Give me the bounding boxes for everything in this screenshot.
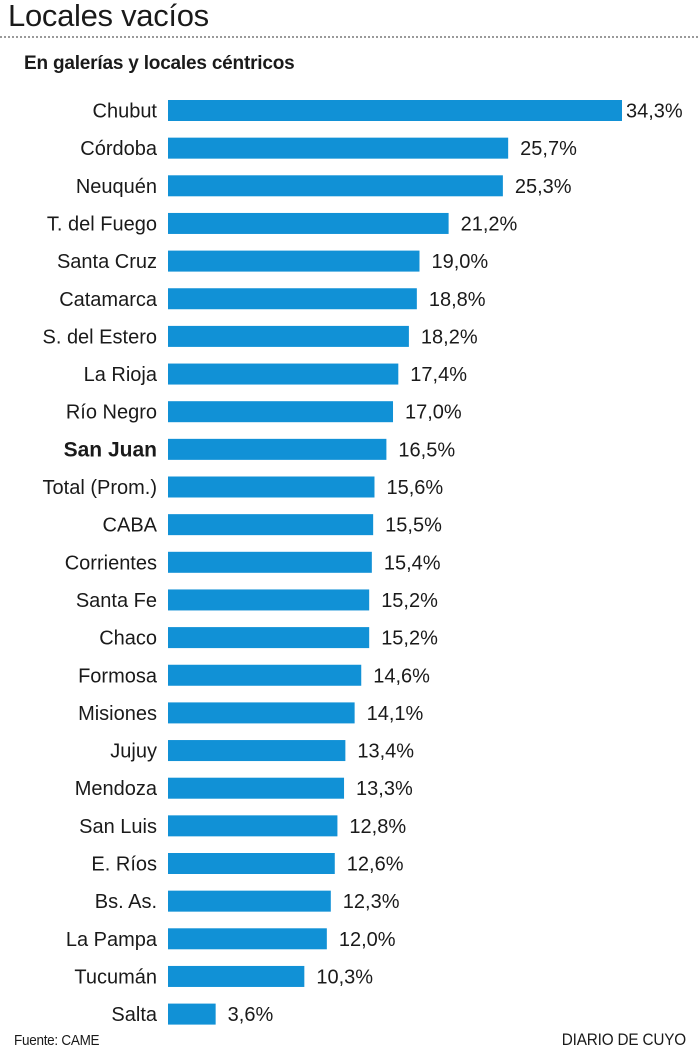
value-label: 17,4% bbox=[410, 364, 467, 386]
category-label: La Pampa bbox=[66, 929, 158, 951]
category-label: CABA bbox=[103, 515, 158, 537]
bar bbox=[168, 702, 355, 724]
category-label: Santa Cruz bbox=[57, 251, 157, 273]
value-label: 16,5% bbox=[398, 439, 455, 461]
value-label: 12,0% bbox=[339, 929, 396, 951]
publisher-brand: DIARIO DE CUYO bbox=[561, 1030, 686, 1049]
bar bbox=[168, 664, 362, 686]
value-label: 13,4% bbox=[357, 741, 414, 763]
value-label: 25,7% bbox=[520, 138, 577, 160]
value-label: 10,3% bbox=[316, 966, 373, 988]
category-label: E. Ríos bbox=[91, 854, 157, 876]
category-label: T. del Fuego bbox=[47, 213, 157, 235]
bar bbox=[168, 325, 409, 347]
value-label: 19,0% bbox=[431, 251, 488, 273]
bar bbox=[168, 476, 375, 498]
title-divider bbox=[0, 36, 698, 38]
category-label: Bs. As. bbox=[95, 891, 157, 913]
source-credit: Fuente: CAME bbox=[14, 1032, 100, 1049]
value-label: 18,8% bbox=[429, 289, 486, 311]
category-label: Jujuy bbox=[110, 741, 157, 763]
value-label: 3,6% bbox=[228, 1004, 274, 1026]
bar bbox=[168, 100, 622, 121]
category-label: Mendoza bbox=[75, 778, 158, 800]
category-label: S. del Estero bbox=[42, 326, 157, 348]
bar bbox=[168, 627, 370, 649]
category-label: Santa Fe bbox=[76, 590, 157, 612]
value-label: 12,3% bbox=[343, 891, 400, 913]
bar bbox=[168, 401, 394, 423]
value-label: 12,8% bbox=[349, 816, 406, 838]
bar bbox=[168, 288, 417, 310]
value-label: 15,5% bbox=[385, 515, 442, 537]
category-label: Misiones bbox=[78, 703, 157, 725]
category-label: Tucumán bbox=[74, 966, 157, 988]
bar bbox=[168, 589, 370, 611]
category-label: San Juan bbox=[64, 438, 157, 461]
category-label: Neuquén bbox=[76, 176, 157, 198]
category-label: Chubut bbox=[93, 101, 158, 123]
bar bbox=[168, 815, 338, 837]
bar bbox=[168, 740, 346, 762]
category-label: Río Negro bbox=[66, 402, 157, 424]
value-label: 18,2% bbox=[421, 326, 478, 348]
bar bbox=[168, 363, 399, 385]
category-label: San Luis bbox=[79, 816, 157, 838]
chart-subtitle: En galerías y locales céntricos bbox=[24, 53, 295, 74]
value-label: 13,3% bbox=[356, 778, 413, 800]
bar bbox=[168, 551, 372, 573]
category-label: Total (Prom.) bbox=[43, 477, 157, 499]
bar bbox=[168, 212, 449, 234]
value-label: 15,2% bbox=[381, 590, 438, 612]
bar bbox=[168, 250, 420, 272]
chart-title: Locales vacíos bbox=[8, 0, 209, 33]
bar bbox=[168, 175, 503, 197]
category-label: Formosa bbox=[78, 665, 158, 687]
bar bbox=[168, 1003, 216, 1025]
value-label: 12,6% bbox=[347, 854, 404, 876]
value-label: 21,2% bbox=[461, 213, 518, 235]
value-label: 15,4% bbox=[384, 552, 441, 574]
category-label: Salta bbox=[111, 1004, 157, 1026]
bar bbox=[168, 928, 327, 950]
bar bbox=[168, 514, 374, 536]
value-label: 25,3% bbox=[515, 176, 572, 198]
bar bbox=[168, 137, 509, 159]
bar-chart: Chubut 34,3% Córdoba 25,7% Neuquén 25,3% T. de… bbox=[42, 100, 683, 1026]
bar bbox=[168, 965, 305, 987]
bar bbox=[168, 438, 387, 460]
value-label: 14,1% bbox=[367, 703, 424, 725]
bar bbox=[168, 777, 345, 799]
category-label: La Rioja bbox=[84, 364, 158, 386]
category-label: Corrientes bbox=[65, 552, 157, 574]
bar bbox=[168, 853, 335, 874]
category-label: Chaco bbox=[99, 628, 157, 650]
value-label: 15,6% bbox=[386, 477, 443, 499]
category-label: Córdoba bbox=[80, 138, 158, 160]
bar bbox=[168, 890, 331, 912]
value-label: 17,0% bbox=[405, 402, 462, 424]
value-label: 15,2% bbox=[381, 628, 438, 650]
value-label: 14,6% bbox=[373, 665, 430, 687]
category-label: Catamarca bbox=[59, 289, 158, 311]
value-label: 34,3% bbox=[626, 101, 683, 123]
